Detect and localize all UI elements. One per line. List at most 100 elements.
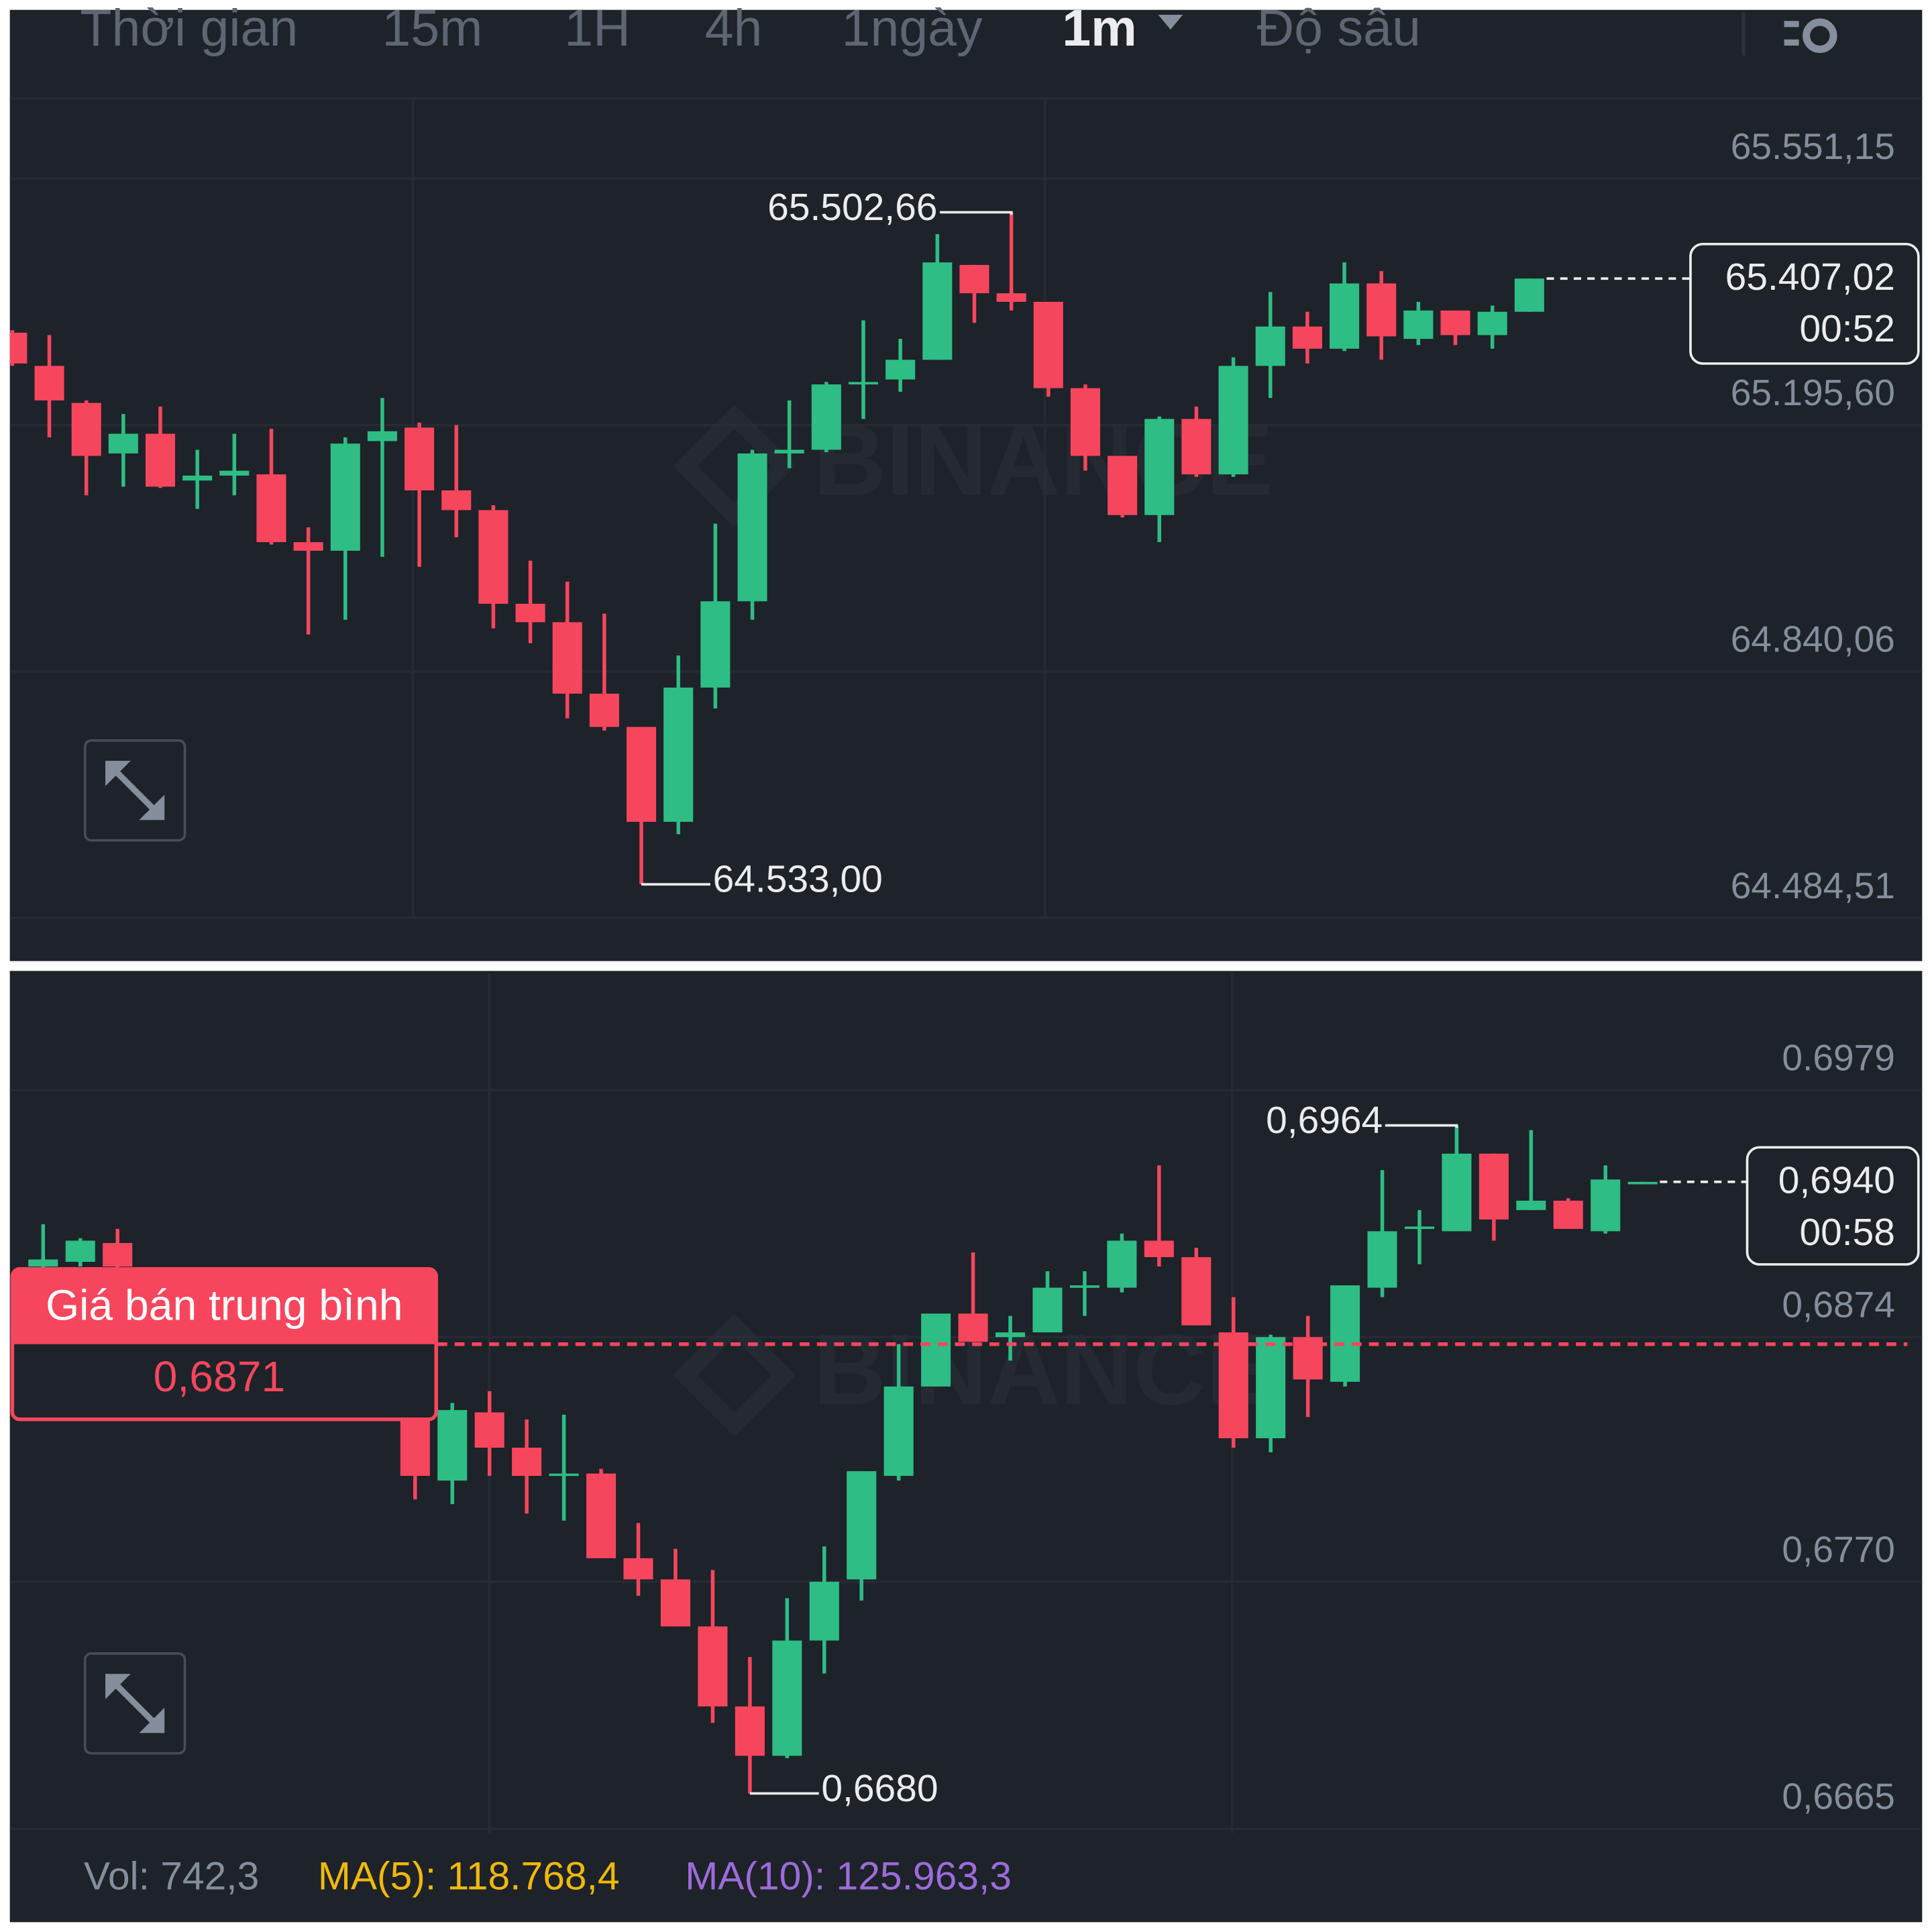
candle-body [367,431,397,441]
candle-body [405,427,435,490]
y-tick-label: 65.195,60 [1731,372,1895,413]
y-tick-label: 0,6770 [1782,1528,1895,1570]
charts: 65.551,1565.195,6064.840,0664.484,51BINA… [9,98,1923,1898]
y-tick-label: 64.484,51 [1731,865,1895,906]
low-label: 64.533,00 [713,858,883,901]
candle-body [1404,1226,1435,1230]
candle-body [1627,1181,1658,1185]
candle-body [145,433,176,487]
watermark-logo [673,404,796,527]
candle-body [995,1332,1026,1338]
candle-body [1553,1200,1583,1229]
candle-body [586,1473,616,1558]
candle-body [552,622,582,694]
candle-body [474,1412,504,1448]
candle-body [1218,1332,1248,1438]
candle-body [1292,326,1322,349]
candle-body [1181,1256,1212,1326]
y-tick-label: 64.840,06 [1731,618,1895,659]
candle-body [848,382,879,385]
candle-body [1218,366,1248,475]
candle-body [811,384,841,450]
high-leader [1385,1124,1458,1128]
candle-body [847,1471,877,1580]
y-tick-label: 65.551,15 [1731,125,1895,167]
panel-bottom [9,971,1923,1923]
candle-body [1440,310,1470,335]
expand-button[interactable] [83,1652,186,1755]
candle-body [400,1417,430,1477]
tab-active[interactable]: 1m [1062,0,1136,57]
high-leader [940,211,1013,215]
candle-body [663,687,694,822]
candle-body [1403,310,1434,339]
candle-body [1144,1240,1174,1257]
candle-body [1591,1179,1621,1232]
current-price: 0,6940 [1778,1159,1895,1202]
candle-body [1516,1200,1546,1210]
candle-body [65,1240,95,1262]
candle-body [1108,455,1138,515]
candle-body [9,332,28,364]
candle-body [1479,1153,1509,1220]
candle-body [1366,283,1397,337]
volume-ma10: MA(10): 125.963,3 [685,1855,1012,1898]
candle-body [1181,419,1212,475]
candle-body [772,1640,802,1756]
tab[interactable]: 1ngày [841,0,983,57]
avg-price-title: Giá bán trung bình [46,1281,402,1329]
candle-body [735,1706,765,1756]
candle-body [256,474,286,543]
icon-part [1803,18,1837,53]
countdown: 00:52 [1799,307,1894,350]
candle-body [1069,1285,1099,1288]
candle-body [1514,278,1544,312]
tab[interactable]: Độ sâu [1256,0,1420,57]
candle-body [1330,1285,1360,1382]
candle-body [921,1313,951,1387]
candle-body [108,433,138,453]
candle-body [922,262,953,360]
candle-body [549,1473,579,1477]
current-price-box [1689,242,1920,365]
candle-body [182,475,213,481]
candle-body [1442,1153,1472,1232]
candle-body [1367,1231,1397,1288]
chart: 0.69790,68740,67700,6665BINANCE0,69640,6… [9,973,1923,1898]
button-frame [83,739,186,842]
high-label: 0,6964 [1266,1099,1383,1142]
tab[interactable]: 1H [564,0,631,57]
tab[interactable]: Thời gian [80,0,298,57]
expand-icon [105,761,165,820]
candle-body [330,443,360,551]
tab[interactable]: 15m [382,0,482,57]
expand-button[interactable] [83,739,186,842]
settings-icon[interactable] [1784,18,1837,53]
candle-body [1329,283,1360,349]
dropdown-caret[interactable] [1158,15,1183,30]
tab[interactable]: 4h [705,0,763,57]
candle-body [623,1558,653,1580]
button-frame [83,1652,186,1755]
candle-body [958,1313,988,1342]
expand-icon [105,1674,165,1733]
candle-body [1032,1287,1063,1333]
candle-body [1477,311,1507,335]
candle-body [883,1386,914,1477]
watermark-logo [673,1313,796,1437]
avg-price: 0,6871 [154,1352,286,1401]
candle-body [1070,388,1100,456]
candle-body [959,264,989,294]
candle-body [774,449,804,453]
countdown: 00:58 [1799,1211,1894,1254]
candle-body [478,510,508,604]
candle-body [1033,301,1063,388]
candle-body [698,1626,728,1707]
y-tick-label: 0,6874 [1782,1284,1895,1326]
candle-body [103,1242,133,1267]
candle-body [737,453,767,602]
current-price: 65.407,02 [1725,256,1895,299]
volume-ma5: MA(5): 118.768,4 [318,1855,620,1898]
icon-part [1784,21,1799,28]
